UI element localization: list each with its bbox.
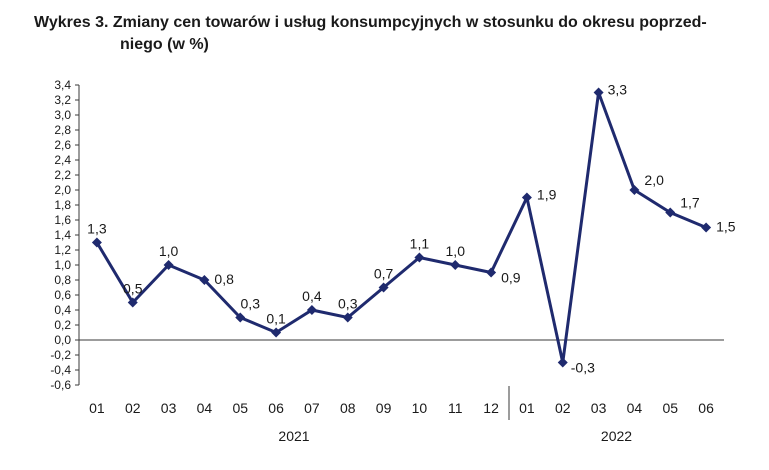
data-point-marker <box>557 357 568 368</box>
data-label: 1,5 <box>716 219 736 235</box>
data-point-marker <box>521 192 532 203</box>
x-tick-label: 09 <box>376 400 392 416</box>
x-tick-label: 05 <box>232 400 248 416</box>
data-point-marker <box>450 260 461 270</box>
data-label: 1,1 <box>410 236 430 252</box>
x-tick-label: 04 <box>197 400 213 416</box>
y-tick-label: 1,8 <box>54 198 71 212</box>
data-label: 0,4 <box>302 288 322 304</box>
data-label: -0,3 <box>571 360 595 376</box>
y-tick-label: -0,6 <box>50 378 71 392</box>
x-tick-label: 06 <box>698 400 714 416</box>
x-tick-label: 05 <box>662 400 678 416</box>
year-label: 2022 <box>601 428 632 444</box>
data-point-marker <box>414 252 425 263</box>
x-tick-label: 01 <box>89 400 105 416</box>
y-tick-label: 0,8 <box>54 273 71 287</box>
data-label: 0,7 <box>374 266 394 282</box>
x-tick-label: 06 <box>268 400 284 416</box>
x-tick-label: 02 <box>125 400 141 416</box>
x-tick-label: 03 <box>591 400 607 416</box>
y-tick-label: 0,2 <box>54 318 71 332</box>
y-tick-label: 1,6 <box>54 213 71 227</box>
data-point-marker <box>629 185 640 195</box>
year-label: 2021 <box>278 428 309 444</box>
data-point-marker <box>486 267 497 278</box>
y-tick-label: 0,4 <box>54 303 71 317</box>
data-point-marker <box>701 222 712 233</box>
data-label: 1,9 <box>537 187 557 203</box>
chart-title-line2: niego (w %) <box>120 36 209 53</box>
y-tick-label: 2,2 <box>54 168 71 182</box>
x-tick-label: 11 <box>448 400 463 416</box>
y-tick-label: 2,8 <box>54 123 71 137</box>
y-tick-label: 2,4 <box>54 153 71 167</box>
data-label: 0,1 <box>266 311 286 327</box>
data-point-marker <box>199 275 210 285</box>
data-point-marker <box>271 327 282 338</box>
data-label: 3,3 <box>608 82 628 98</box>
y-tick-label: 3,2 <box>54 93 71 107</box>
chart-title-line1: Wykres 3. Zmiany cen towarów i usług kon… <box>34 14 707 31</box>
data-point-marker <box>163 260 174 270</box>
data-point-marker <box>593 87 604 98</box>
x-tick-label: 08 <box>340 400 356 416</box>
data-label: 0,3 <box>241 296 261 312</box>
x-tick-label: 04 <box>627 400 643 416</box>
y-tick-label: -0,2 <box>50 348 71 362</box>
data-label: 0,8 <box>214 271 234 287</box>
x-tick-label: 12 <box>483 400 499 416</box>
y-tick-label: 2,6 <box>54 138 71 152</box>
data-label: 0,9 <box>501 270 521 286</box>
x-tick-label: 10 <box>412 400 428 416</box>
x-tick-label: 02 <box>555 400 571 416</box>
y-tick-label: -0,4 <box>50 363 71 377</box>
data-label: 1,0 <box>446 243 466 259</box>
x-tick-label: 07 <box>304 400 320 416</box>
data-point-marker <box>665 207 676 218</box>
y-tick-label: 3,4 <box>54 78 71 92</box>
x-tick-label: 01 <box>519 400 535 416</box>
data-label: 1,0 <box>159 243 179 259</box>
y-tick-label: 1,0 <box>54 258 71 272</box>
series-line <box>95 91 707 363</box>
y-tick-label: 0,0 <box>54 333 71 347</box>
data-point-marker <box>306 305 317 315</box>
data-label: 0,3 <box>338 296 358 312</box>
y-tick-label: 0,6 <box>54 288 71 302</box>
y-tick-label: 2,0 <box>54 183 71 197</box>
y-tick-label: 1,4 <box>54 228 71 242</box>
data-point-marker <box>127 297 138 308</box>
data-label: 1,3 <box>87 221 107 237</box>
y-tick-label: 3,0 <box>54 108 71 122</box>
data-point-marker <box>235 312 246 323</box>
data-label: 2,0 <box>644 172 664 188</box>
chart-title: Wykres 3. Zmiany cen towarów i usług kon… <box>34 12 754 56</box>
y-tick-label: 1,2 <box>54 243 71 257</box>
data-label: 0,5 <box>123 281 143 297</box>
data-point-marker <box>378 282 389 293</box>
data-label: 1,7 <box>680 195 700 211</box>
x-tick-label: 03 <box>161 400 177 416</box>
data-point-marker <box>91 237 102 248</box>
data-point-marker <box>342 312 353 323</box>
